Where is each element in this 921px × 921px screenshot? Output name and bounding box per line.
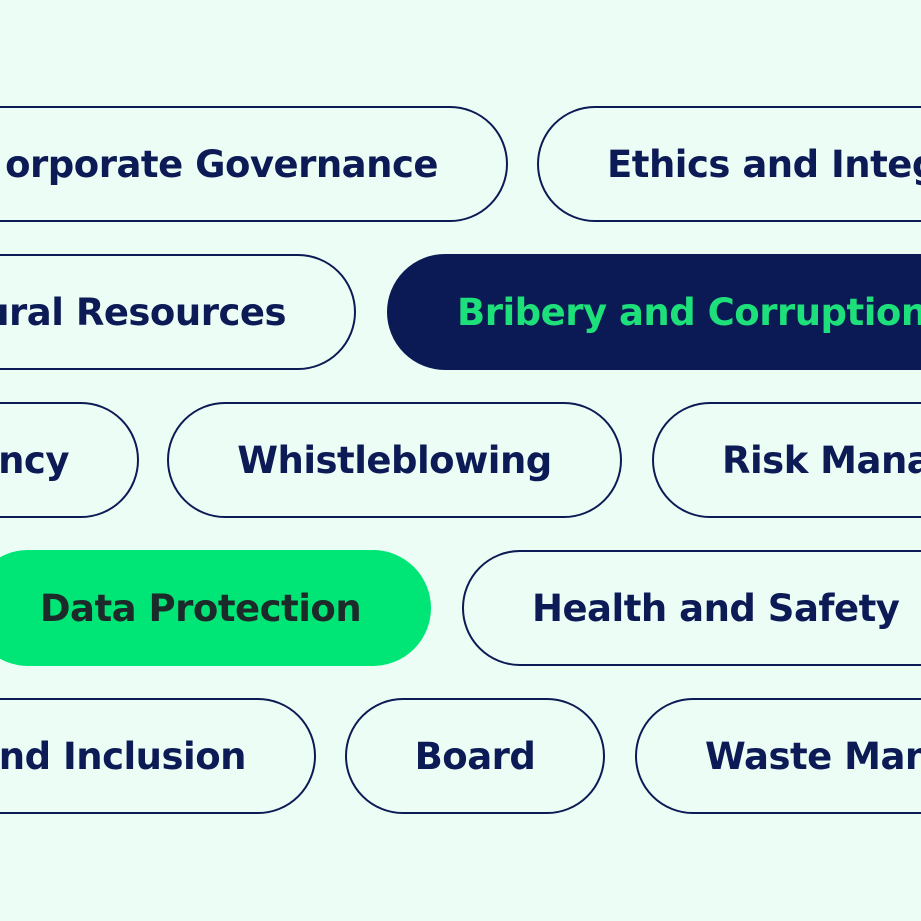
tag-label: Health and Safety (532, 586, 900, 630)
tag-label: orporate Governance (5, 142, 438, 186)
tag-health-and-safety[interactable]: Health and Safety (462, 550, 921, 666)
tag-diversity-and-inclusion[interactable]: nd Inclusion (0, 698, 316, 814)
tag-label: Data Protection (39, 586, 362, 630)
tag-corporate-governance[interactable]: orporate Governance (0, 106, 508, 222)
tag-risk-management[interactable]: Risk Mana (652, 402, 921, 518)
tag-label: Bribery and Corruption (457, 290, 921, 334)
tag-label: Whistleblowing (237, 438, 552, 482)
tag-label: Waste Man (705, 734, 921, 778)
tag-natural-resources[interactable]: ural Resources (0, 254, 356, 370)
tag-waste-management[interactable]: Waste Man (635, 698, 921, 814)
tag-label: ural Resources (0, 290, 286, 334)
tag-label: nd Inclusion (0, 734, 247, 778)
tag-label: Risk Mana (722, 438, 921, 482)
tag-ethics-and-integrity[interactable]: Ethics and Integ (537, 106, 921, 222)
tag-label: ncy (0, 438, 69, 482)
tag-board[interactable]: Board (345, 698, 605, 814)
tag-data-protection[interactable]: Data Protection (0, 550, 431, 666)
tag-label: Board (414, 734, 536, 778)
tag-bribery-and-corruption[interactable]: Bribery and Corruption (387, 254, 921, 370)
tag-label: Ethics and Integ (607, 142, 921, 186)
tag-whistleblowing[interactable]: Whistleblowing (167, 402, 622, 518)
tag-transparency[interactable]: ncy (0, 402, 139, 518)
